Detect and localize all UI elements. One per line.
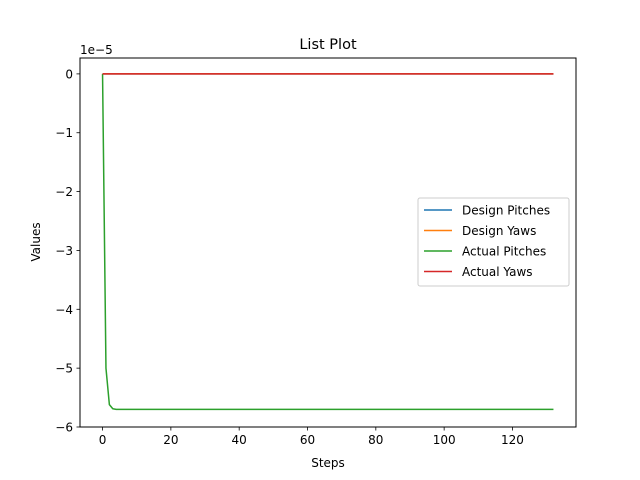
x-axis-label: Steps: [311, 456, 345, 470]
legend-label-3: Actual Yaws: [462, 265, 533, 279]
plot-lines: [101, 73, 554, 411]
legend: Design Pitches Design Yaws Actual Pitches A…: [417, 197, 570, 287]
y-tick-label: −5: [55, 362, 73, 376]
y-tick-label: −6: [55, 421, 73, 435]
y-axis-ticks: 0 −1 −2 −3 −4 −5 −6: [55, 67, 80, 435]
y-tick-label: 0: [65, 67, 73, 81]
plot-area-frame: [79, 57, 577, 428]
x-tick-label: 40: [232, 433, 247, 447]
y-tick-label: −3: [55, 244, 73, 258]
y-tick-label: −4: [55, 303, 73, 317]
x-tick-label: 120: [501, 433, 524, 447]
legend-entries: Design Pitches Design Yaws Actual Pitches A…: [424, 204, 550, 279]
y-axis-scale-label: 1e−5: [80, 43, 113, 57]
legend-label-2: Actual Pitches: [462, 245, 546, 259]
x-tick-label: 80: [368, 433, 383, 447]
legend-label-1: Design Yaws: [462, 224, 536, 238]
y-axis-label: Values: [29, 222, 43, 261]
x-tick-label: 60: [300, 433, 315, 447]
y-tick-label: −1: [55, 126, 73, 140]
x-axis-ticks: 0 20 40 60 80 100 120: [99, 427, 524, 447]
x-tick-label: 100: [433, 433, 456, 447]
x-tick-label: 20: [163, 433, 178, 447]
legend-label-0: Design Pitches: [462, 204, 550, 218]
chart-title: List Plot: [299, 37, 357, 53]
legend-box: [417, 197, 570, 287]
y-tick-label: −2: [55, 185, 73, 199]
x-tick-label: 0: [99, 433, 107, 447]
series-line-2: [101, 73, 554, 411]
